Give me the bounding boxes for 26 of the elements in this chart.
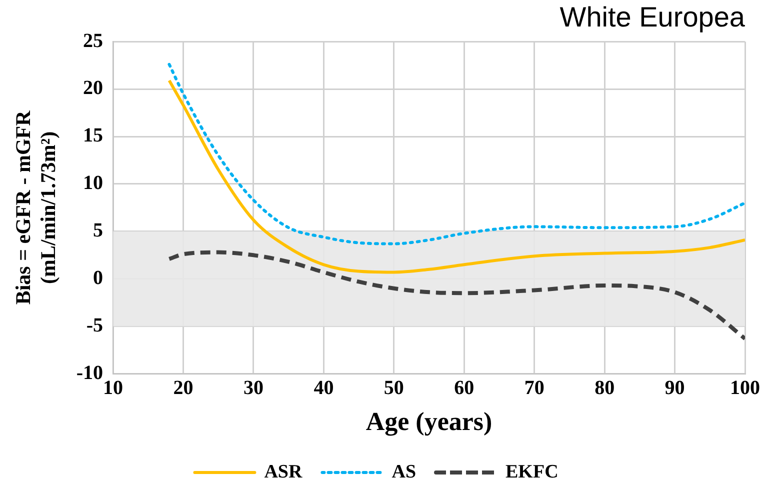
x-tick-label: 50 <box>384 376 404 399</box>
line-series <box>168 62 745 246</box>
y-tick-label: -5 <box>86 314 104 337</box>
x-tick-label: 30 <box>243 376 264 399</box>
line-series <box>168 79 745 274</box>
legend-label: AS <box>392 461 416 482</box>
x-tick-label: 60 <box>454 376 474 399</box>
x-tick-label: 20 <box>173 376 194 399</box>
x-tick-label: 80 <box>594 376 615 399</box>
line-series <box>167 250 745 341</box>
x-tick-label: 100 <box>730 376 760 399</box>
y-tick-label: 20 <box>83 77 104 100</box>
y-tick-label: 15 <box>83 124 104 147</box>
y-tick-label: 5 <box>93 220 104 242</box>
legend-label: EKFC <box>506 461 558 482</box>
x-tick-label: 40 <box>314 376 334 399</box>
y-tick-label: -10 <box>76 362 104 384</box>
chart-title: White Europea <box>560 2 746 33</box>
y-tick-label: 10 <box>83 172 104 194</box>
x-tick-label: 90 <box>664 376 685 399</box>
x-axis-title: Age (years) <box>366 407 492 436</box>
x-tick-label: 70 <box>524 376 544 399</box>
y-axis-title: Bias = eGFR - mGFR (mL/min/1.73m²) <box>11 110 60 305</box>
y-tick-label: 0 <box>93 267 104 290</box>
y-tick-label: 25 <box>83 30 104 52</box>
legend-label: ASR <box>264 461 302 482</box>
